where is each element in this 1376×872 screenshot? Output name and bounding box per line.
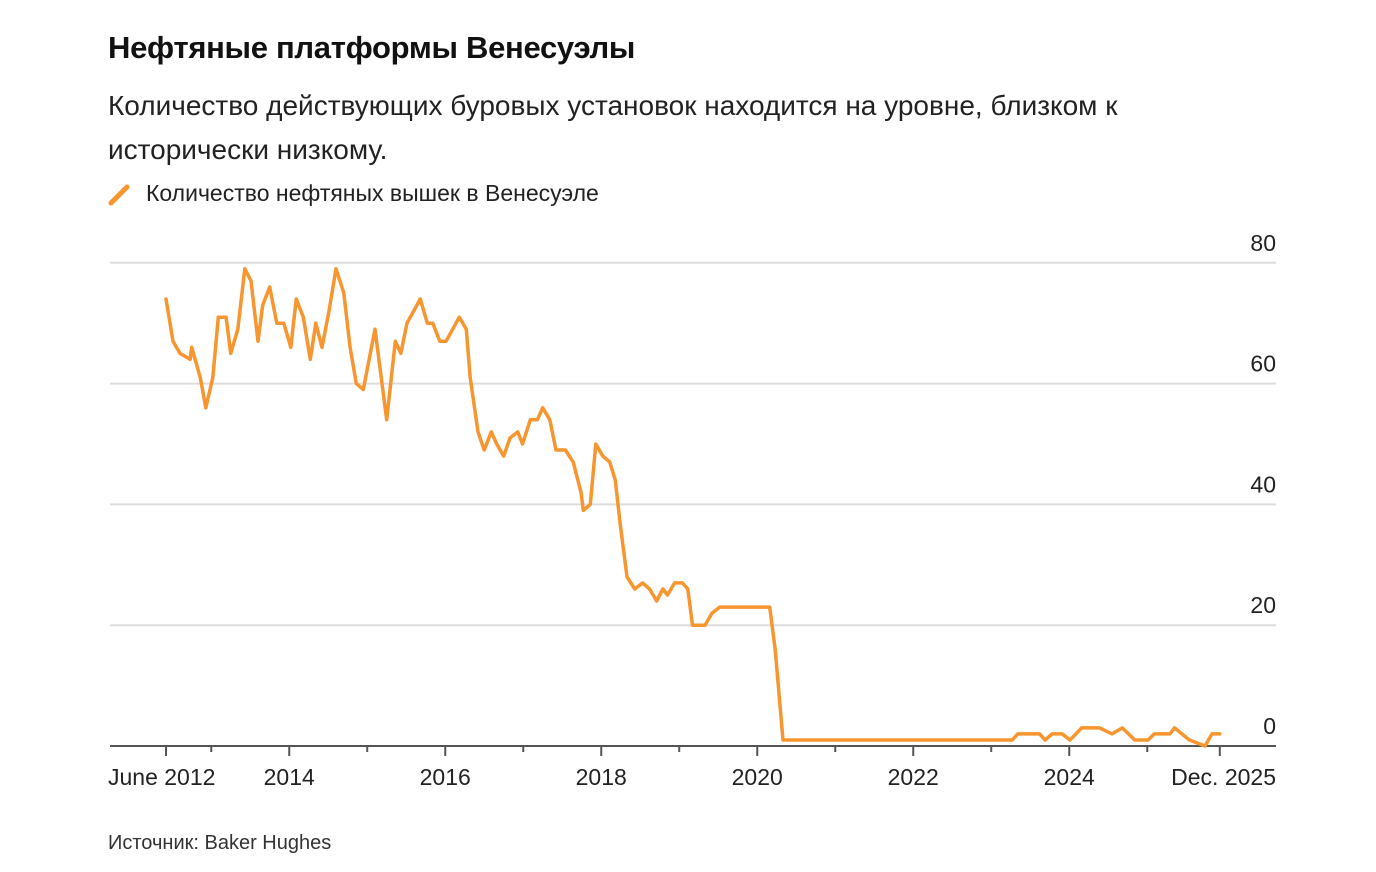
y-tick-label: 0 [1263,713,1276,739]
chart-title: Нефтяные платформы Венесуэлы [108,30,636,65]
x-tick-label: June 2012 [108,764,215,790]
x-tick-label: 2014 [264,764,315,790]
x-tick-label: 2022 [888,764,939,790]
legend-label: Количество нефтяных вышек в Венесуэле [146,180,599,206]
legend-line-icon [108,184,130,205]
source-note: Источник: Baker Hughes [108,832,332,854]
x-tick-label: 2020 [732,764,783,790]
y-tick-label: 20 [1250,592,1276,618]
y-tick-label: 80 [1250,230,1276,256]
x-tick-label: Dec. 2025 [1171,764,1276,790]
series-line-rig-count [164,267,1222,748]
chart-subtitle: Количество действующих буровых установок… [108,90,1118,165]
legend: Количество нефтяных вышек в Венесуэле [108,180,599,207]
x-tick-label: 2024 [1044,764,1095,790]
x-tick-label: 2016 [420,764,471,790]
y-tick-label: 60 [1250,351,1276,377]
x-tick-label: 2018 [576,764,627,790]
y-tick-label: 40 [1250,471,1276,497]
